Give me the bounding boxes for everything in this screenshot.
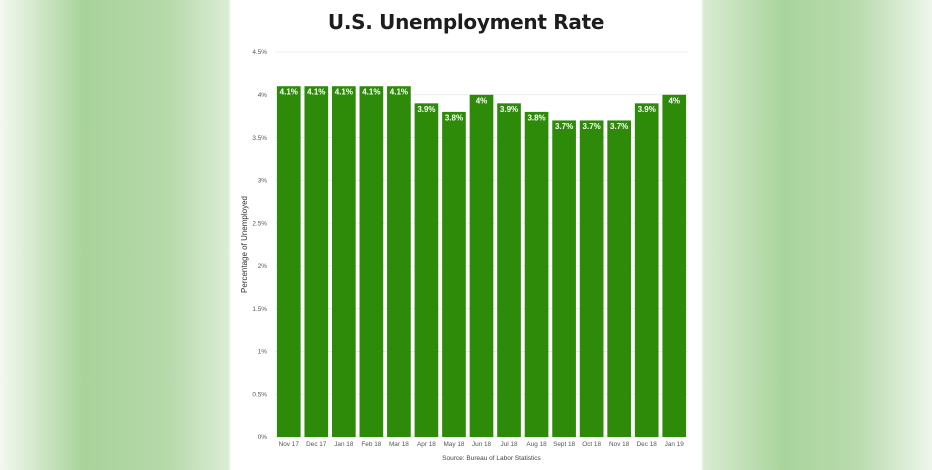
y-tick-label: 3% [258,178,268,185]
x-tick-label: Nov 17 [279,441,300,448]
x-tick-label: Nov 18 [609,441,630,448]
y-tick-label: 0% [258,434,268,441]
bar-value-label: 3.7% [610,122,628,131]
bar [331,86,356,437]
source-note: Source: Bureau of Labor Statistics [442,455,541,462]
bar [524,111,549,437]
bar-value-label: 3.7% [583,122,601,131]
y-tick-label: 2.5% [252,220,267,227]
x-tick-label: Jun 18 [472,441,492,448]
bar [607,120,632,437]
chart-panel: U.S. Unemployment Rate 0% 0.5% 1% 1.5% 2% 2.5… [232,0,700,470]
x-tick-label: Dec 17 [306,441,327,448]
x-tick-label: May 18 [443,441,464,448]
bar [552,120,576,437]
bar-value-label: 4.1% [335,88,353,97]
bar [662,94,687,438]
bar-value-label: 3.9% [500,105,518,114]
bar-value-label: 4.1% [362,88,380,97]
bar-value-label: 3.8% [527,113,545,122]
x-tick-label: Feb 18 [361,441,381,448]
bar [359,86,384,437]
bar-value-label: 3.9% [417,105,435,114]
bar [469,94,494,438]
bar [497,103,521,437]
y-tick-label: 4% [258,92,268,99]
y-tick-label: 3.5% [252,135,267,142]
bar [387,86,411,437]
bar [276,86,301,437]
x-tick-label: Apr 18 [417,441,436,448]
bar [414,103,439,437]
bar-chart: 0% 0.5% 1% 1.5% 2% 2.5% 3% 3.5% 4% 4.5% 4.1% Nov 17… [240,49,688,462]
bar-value-label: 4% [668,96,680,105]
y-tick-label: 1% [258,349,268,356]
bar-value-label: 4.1% [390,88,408,97]
bar-value-label: 4.1% [280,88,298,97]
x-tick-label: Mar 18 [389,441,409,448]
y-tick-label: 4.5% [252,49,267,56]
bar-value-label: 3.7% [555,122,573,131]
bar [634,103,659,437]
x-tick-label: Oct 18 [582,441,601,448]
x-tick-label: Sept 18 [553,441,575,448]
y-tick-label: 2% [258,263,268,270]
bar [442,111,466,437]
y-tick-label: 0.5% [252,391,267,398]
x-tick-label: Aug 18 [526,441,547,448]
x-tick-label: Jan 19 [665,441,685,448]
x-tick-label: Dec 18 [637,441,658,448]
x-tick-label: Jul 18 [501,441,518,448]
y-tick-label: 1.5% [252,306,267,313]
bar [579,120,604,437]
y-axis-title: Percentage of Unemployed [240,196,249,293]
bar-value-label: 3.9% [638,105,656,114]
bar [304,86,329,437]
bar-value-label: 3.8% [445,113,463,122]
chart-title: U.S. Unemployment Rate [327,10,605,34]
bar-value-label: 4.1% [307,88,325,97]
bar-value-label: 4% [476,96,488,105]
x-tick-label: Jan 18 [334,441,354,448]
